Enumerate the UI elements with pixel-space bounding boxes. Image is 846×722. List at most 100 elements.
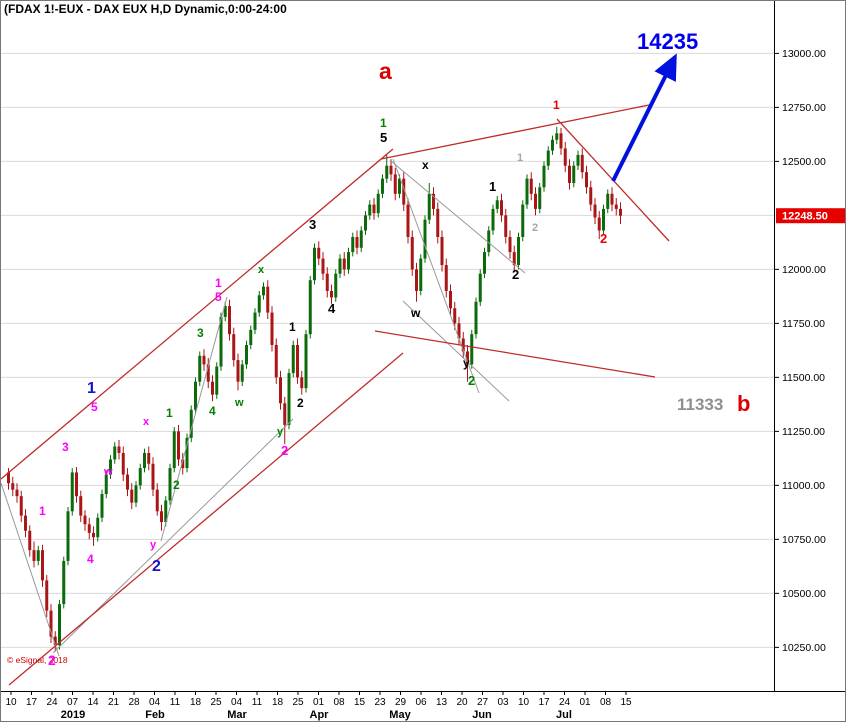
candle-body: [585, 172, 588, 188]
candle-body: [610, 193, 614, 205]
candle-body: [347, 252, 350, 270]
y-axis-label: 10750.00: [782, 534, 826, 546]
candle-body: [164, 500, 168, 523]
candle-body: [270, 312, 274, 345]
wave-label: 4: [209, 404, 216, 418]
candle-body: [410, 236, 414, 270]
candle-body: [580, 154, 584, 173]
wave-label: x: [143, 416, 150, 428]
x-tick-label: 28: [128, 697, 140, 708]
red-trend-line: [1, 148, 394, 480]
candle-body: [619, 208, 622, 216]
candle-body: [257, 295, 261, 313]
month-label: 2019: [61, 709, 85, 721]
candle-body: [487, 230, 491, 253]
candle-body: [589, 187, 593, 205]
red-trend-line: [8, 352, 404, 686]
candle-body: [36, 550, 40, 561]
candle-body: [219, 316, 223, 367]
candle-body: [381, 178, 384, 194]
candle-body: [444, 265, 448, 291]
candle-body: [228, 306, 231, 335]
month-label: Jul: [556, 709, 572, 721]
candle-body: [419, 258, 423, 291]
candle-body: [236, 360, 240, 382]
candle-body: [551, 139, 554, 151]
candle-body: [147, 452, 151, 464]
wave-label: 4: [328, 301, 336, 316]
wave-label: y: [150, 539, 157, 551]
wave-label: 2: [468, 373, 475, 388]
wave-label: x: [258, 264, 265, 276]
candle-body: [423, 219, 427, 259]
candle-body: [334, 273, 338, 298]
gray-trend-line: [1, 482, 60, 657]
candle-body: [351, 236, 355, 253]
candle-body: [478, 273, 482, 302]
candle-body: [466, 351, 469, 365]
wave-b-label: b: [737, 391, 750, 416]
candle-body: [113, 446, 117, 460]
wave-label: 2: [512, 267, 519, 282]
candle-body: [168, 468, 172, 501]
x-tick-label: 24: [559, 697, 571, 708]
candle-body: [15, 489, 19, 497]
wave-label: 3: [62, 440, 69, 454]
candle-body: [41, 550, 44, 581]
candle-body: [134, 485, 138, 503]
y-axis-label: 11000.00: [782, 480, 825, 492]
wave-label: 5: [215, 290, 222, 304]
candle-body: [470, 334, 474, 365]
candle-body: [151, 463, 155, 490]
candle-body: [500, 200, 503, 216]
wave-label: w: [234, 397, 244, 409]
projection-arrow: [611, 53, 677, 182]
candle-body: [266, 286, 270, 313]
x-tick-label: 03: [497, 697, 509, 708]
x-tick-label: 11: [170, 697, 181, 708]
candle-body: [355, 236, 359, 248]
x-tick-label: 15: [354, 697, 366, 708]
candle-body: [100, 494, 104, 518]
candle-body: [546, 150, 550, 166]
y-axis-label: 10250.00: [782, 642, 826, 654]
last-price-text: 12248.50: [782, 211, 828, 223]
candle-body: [172, 431, 176, 469]
candle-body: [385, 165, 389, 179]
candle-body: [325, 273, 329, 291]
month-label: Feb: [145, 709, 165, 721]
x-tick-label: 04: [149, 697, 161, 708]
candle-body: [440, 236, 444, 266]
x-tick-label: 14: [87, 697, 99, 708]
wave-label: 5: [380, 130, 387, 145]
wave-label: 2: [281, 443, 288, 458]
candle-body: [62, 560, 66, 605]
candle-body: [457, 323, 461, 339]
gray-trend-line: [390, 160, 526, 274]
candle-body: [296, 344, 299, 378]
candle-body: [593, 204, 597, 218]
wave-label: 2: [532, 222, 538, 234]
candle-body: [572, 165, 576, 183]
x-tick-label: 13: [436, 697, 448, 708]
x-tick-label: 07: [67, 697, 79, 708]
x-tick-label: 18: [190, 697, 202, 708]
candle-body: [75, 472, 78, 497]
candle-body: [508, 236, 512, 253]
candle-body: [245, 344, 248, 365]
candle-body: [563, 148, 567, 166]
y-axis-label: 12500.00: [782, 156, 826, 168]
x-tick-label: 10: [518, 697, 530, 708]
candle-body: [177, 431, 180, 460]
wave-a-label: a: [379, 58, 392, 84]
wave-label: 3: [197, 326, 204, 340]
candle-body: [364, 215, 367, 231]
x-tick-label: 11: [252, 697, 263, 708]
candle-body: [155, 489, 159, 512]
candle-body: [300, 377, 304, 389]
x-tick-label: 08: [600, 697, 612, 708]
x-tick-label: 25: [292, 697, 304, 708]
candle-body: [342, 258, 346, 270]
gray-trend-line: [392, 158, 480, 394]
